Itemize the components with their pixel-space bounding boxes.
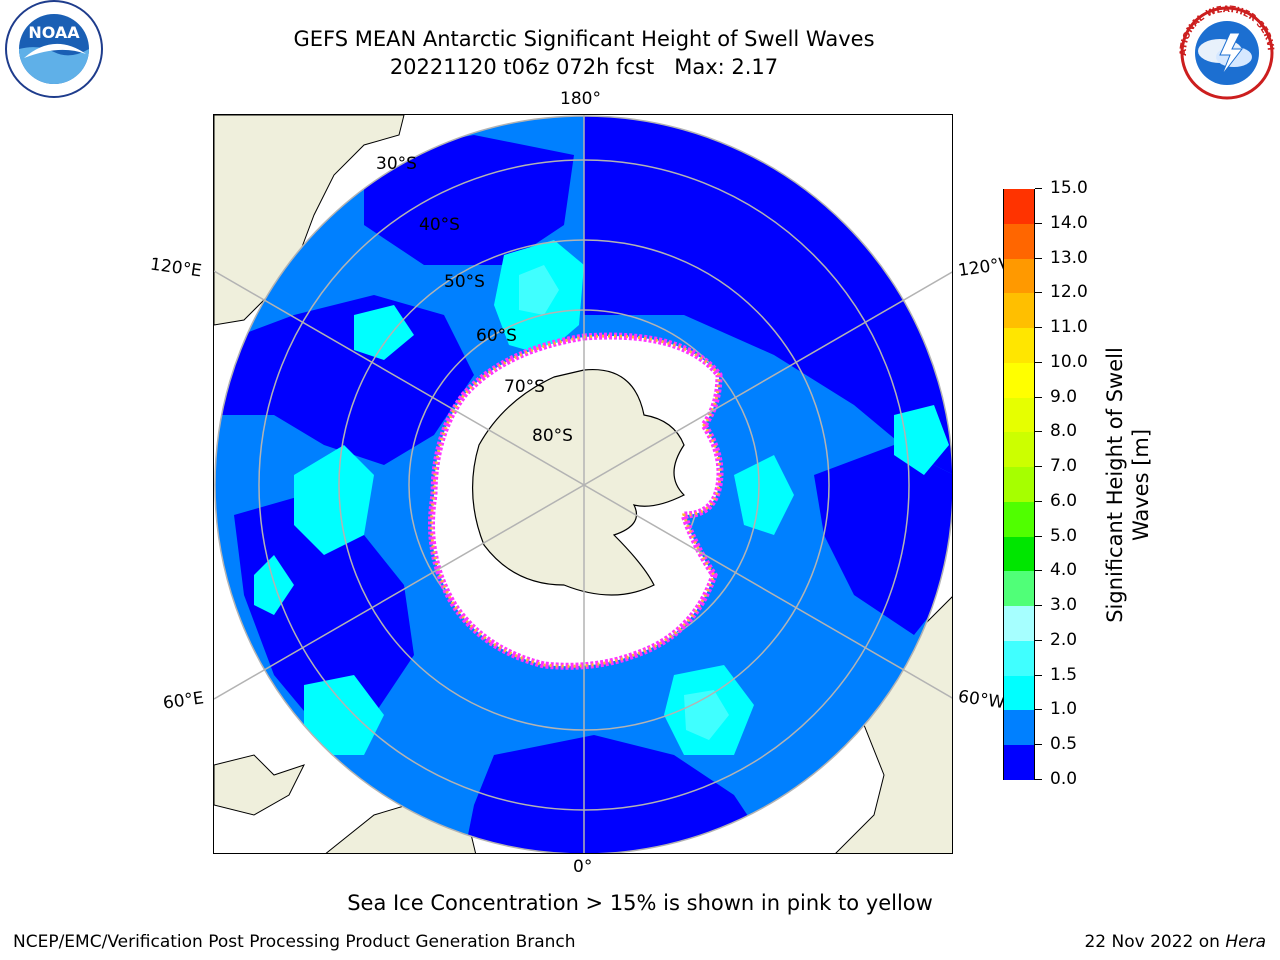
lon-label-60w: 60°W bbox=[956, 686, 1007, 714]
colorbar-tick bbox=[1035, 605, 1042, 607]
colorbar-tick-label: 10.0 bbox=[1050, 351, 1088, 372]
colorbar-tick bbox=[1035, 779, 1042, 780]
chart-title: GEFS MEAN Antarctic Significant Height o… bbox=[293, 27, 875, 51]
colorbar-tick bbox=[1035, 292, 1042, 294]
colorbar-tick bbox=[1035, 639, 1042, 641]
colorbar-tick-label: 8.0 bbox=[1050, 421, 1078, 442]
colorbar-tick bbox=[1035, 327, 1042, 329]
colorbar-segment bbox=[1004, 328, 1034, 363]
lat-label-30s: 30°S bbox=[376, 154, 417, 174]
polar-map: 30°S 40°S 50°S 60°S 70°S 80°S bbox=[213, 114, 953, 854]
colorbar bbox=[1003, 189, 1035, 780]
colorbar-segment bbox=[1004, 258, 1034, 294]
lon-label-180: 180° bbox=[560, 89, 601, 109]
sea-ice-caption: Sea Ice Concentration > 15% is shown in … bbox=[347, 891, 933, 915]
colorbar-tick bbox=[1035, 222, 1042, 224]
colorbar-tick bbox=[1035, 431, 1042, 433]
colorbar-segment bbox=[1004, 606, 1034, 641]
longitude-grid bbox=[214, 115, 952, 853]
colorbar-tick-label: 2.0 bbox=[1050, 629, 1078, 650]
colorbar-title-line1: Significant Height of Swell bbox=[1103, 347, 1127, 623]
colorbar-segment bbox=[1004, 223, 1034, 259]
colorbar-segment bbox=[1004, 536, 1034, 572]
colorbar-segment bbox=[1004, 571, 1034, 607]
chart-subtitle: 20221120 t06z 072h fcst Max: 2.17 bbox=[389, 55, 779, 79]
colorbar-tick-label: 4.0 bbox=[1050, 560, 1078, 581]
colorbar-tick-label: 11.0 bbox=[1050, 317, 1088, 338]
colorbar-tick-label: 9.0 bbox=[1050, 386, 1078, 407]
colorbar-segment bbox=[1004, 432, 1034, 468]
colorbar-tick bbox=[1035, 744, 1042, 746]
colorbar-tick bbox=[1035, 709, 1042, 711]
noaa-logo: NOAA bbox=[0, 0, 110, 110]
colorbar-segment bbox=[1004, 467, 1034, 502]
colorbar-tick-label: 14.0 bbox=[1050, 212, 1088, 233]
colorbar-tick bbox=[1035, 674, 1042, 676]
colorbar-segment bbox=[1004, 397, 1034, 433]
colorbar-tick bbox=[1035, 396, 1042, 398]
colorbar-tick bbox=[1035, 500, 1042, 502]
colorbar-segment bbox=[1004, 293, 1034, 329]
colorbar-tick bbox=[1035, 188, 1042, 189]
colorbar-tick bbox=[1035, 466, 1042, 468]
lat-label-50s: 50°S bbox=[444, 272, 485, 292]
colorbar-tick bbox=[1035, 257, 1042, 259]
colorbar-segment bbox=[1004, 710, 1034, 746]
footer-credit: NCEP/EMC/Verification Post Processing Pr… bbox=[13, 932, 576, 952]
colorbar-tick-label: 3.0 bbox=[1050, 595, 1078, 616]
lat-label-60s: 60°S bbox=[476, 326, 517, 346]
colorbar-tick bbox=[1035, 535, 1042, 537]
colorbar-tick-label: 1.0 bbox=[1050, 699, 1078, 720]
lon-label-60e: 60°E bbox=[161, 688, 206, 714]
footer-date: 22 Nov 2022 on Hera bbox=[1084, 932, 1266, 952]
colorbar-tick bbox=[1035, 570, 1042, 572]
lat-label-70s: 70°S bbox=[504, 377, 545, 397]
colorbar-segment bbox=[1004, 640, 1034, 676]
colorbar-tick-label: 15.0 bbox=[1050, 178, 1088, 198]
colorbar-tick-label: 0.5 bbox=[1050, 734, 1078, 755]
colorbar-segment bbox=[1004, 675, 1034, 711]
colorbar-segment bbox=[1004, 745, 1034, 780]
colorbar-tick-label: 12.0 bbox=[1050, 282, 1088, 303]
lon-label-120e: 120°E bbox=[148, 254, 203, 282]
colorbar-tick-label: 1.5 bbox=[1050, 664, 1078, 685]
colorbar-tick-label: 13.0 bbox=[1050, 247, 1088, 268]
colorbar-tick-label: 0.0 bbox=[1050, 769, 1078, 789]
footer-host: Hera bbox=[1225, 932, 1266, 952]
colorbar-tick-label: 7.0 bbox=[1050, 456, 1078, 477]
colorbar-tick bbox=[1035, 361, 1042, 363]
noaa-logo-text: NOAA bbox=[28, 23, 80, 42]
nws-logo: NATIONAL WEATHER SERVICE bbox=[1168, 0, 1280, 115]
colorbar-title: Significant Height of Swell Waves [m] bbox=[1102, 347, 1154, 623]
colorbar-segment bbox=[1004, 362, 1034, 398]
colorbar-segment bbox=[1004, 501, 1034, 537]
colorbar-title-line2: Waves [m] bbox=[1129, 428, 1153, 542]
colorbar-segment bbox=[1004, 189, 1034, 224]
lat-label-80s: 80°S bbox=[532, 426, 573, 446]
lat-label-40s: 40°S bbox=[419, 215, 460, 235]
colorbar-tick-label: 6.0 bbox=[1050, 490, 1078, 511]
lon-label-0: 0° bbox=[573, 857, 593, 877]
colorbar-tick-label: 5.0 bbox=[1050, 525, 1078, 546]
footer-date-text: 22 Nov 2022 on bbox=[1084, 932, 1226, 952]
